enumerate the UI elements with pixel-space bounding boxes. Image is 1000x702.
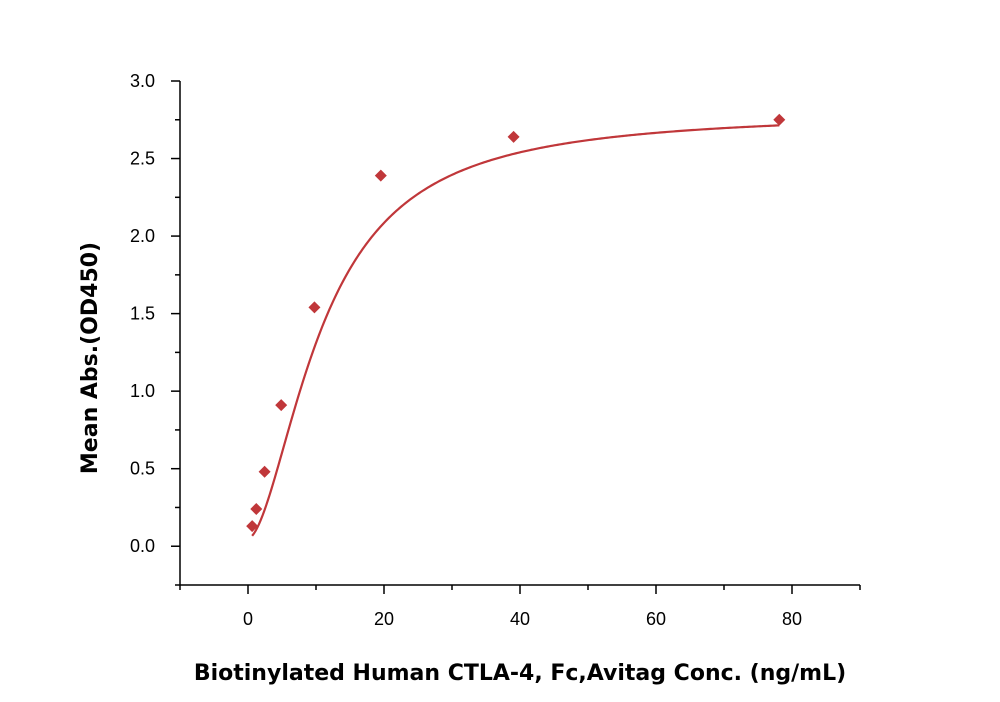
x-axis-ticks: 0 20 40 60 80	[179, 585, 861, 629]
y-axis-title: Mean Abs.(OD450)	[78, 242, 103, 474]
y-tick-label: 0.5	[130, 459, 155, 479]
x-tick-label: 0	[243, 609, 253, 629]
data-point	[507, 130, 520, 143]
x-tick-label: 40	[510, 609, 530, 629]
y-tick-label: 1.5	[130, 304, 155, 324]
data-points	[246, 113, 786, 533]
axes	[179, 81, 860, 586]
y-tick-label: 1.0	[130, 381, 155, 401]
y-tick-label: 0.0	[130, 536, 155, 556]
y-tick-label: 3.0	[130, 71, 155, 91]
x-axis-title: Biotinylated Human CTLA-4, Fc,Avitag Con…	[194, 661, 846, 686]
y-tick-label: 2.5	[130, 149, 155, 169]
data-point	[250, 503, 263, 516]
data-point	[308, 301, 321, 314]
data-point	[275, 399, 288, 412]
y-tick-label: 2.0	[130, 226, 155, 246]
x-tick-label: 20	[374, 609, 394, 629]
data-point	[773, 113, 786, 126]
data-point	[246, 520, 259, 533]
data-point	[258, 465, 271, 478]
x-tick-label: 80	[782, 609, 802, 629]
fit-curve-layer	[251, 124, 780, 537]
y-axis-ticks: 0.0 0.5 1.0 1.5 2.0 2.5 3.0	[130, 71, 180, 586]
x-tick-label: 60	[646, 609, 666, 629]
fit-curve	[251, 124, 780, 537]
data-point	[374, 169, 387, 182]
